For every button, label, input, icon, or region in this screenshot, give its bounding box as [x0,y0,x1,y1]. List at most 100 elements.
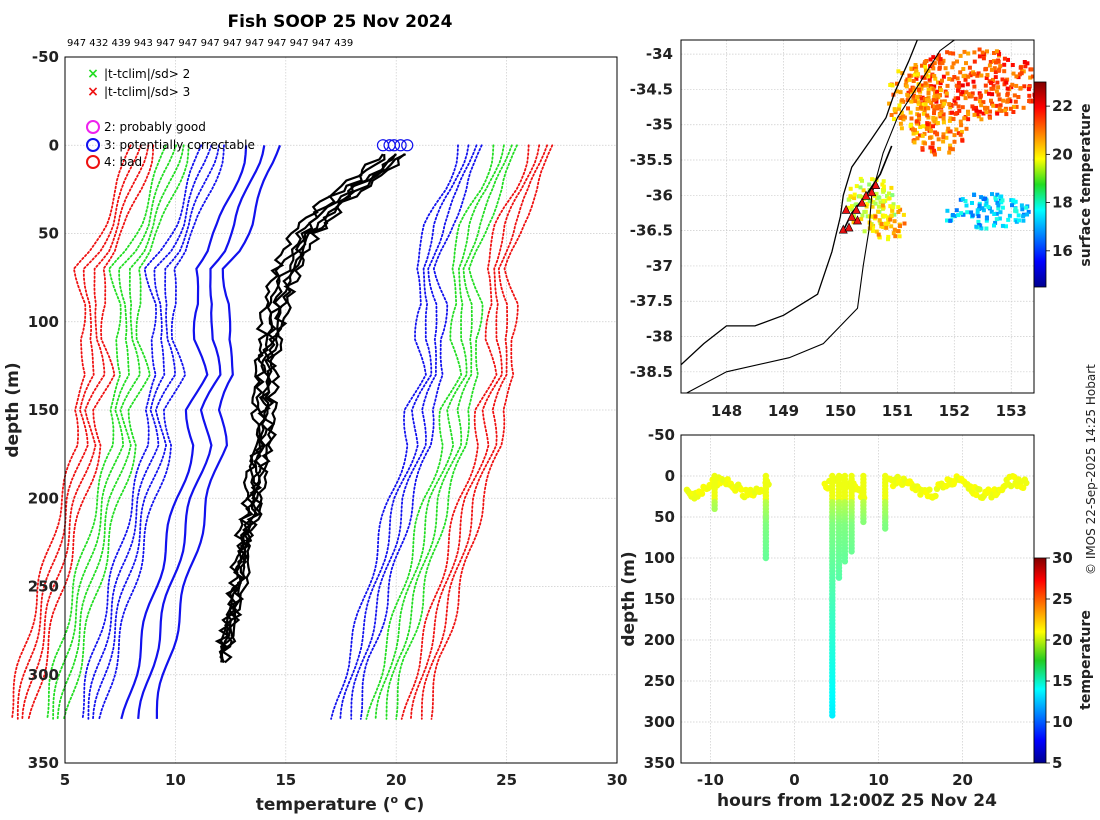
sst-pixel [957,84,962,89]
sst-pixel [996,92,1001,97]
profile-title: Fish SOOP 25 Nov 2024 [228,12,453,32]
sst-pixel [963,77,968,82]
sst-pixel [1002,56,1007,61]
cast-sample [711,505,718,512]
sst-pixel [974,108,979,113]
sst-pixel [981,100,986,105]
sst-pixel [911,131,916,136]
sst-pixel [979,226,984,231]
profile-xtick-label: 15 [275,771,296,789]
sst-pixel [991,77,995,82]
sst-pixel [932,95,937,100]
map-panel: 148 149 150 151 152 153 -34 -34.5 -35 -35.5 -36 -36… [630,39,1094,420]
sst-pixel [936,137,941,142]
sst-pixel [950,65,955,70]
sst-pixel [909,116,914,121]
sst-pixel [876,195,881,200]
sst-pixel [938,57,943,62]
climatology-red-right [409,144,541,720]
sst-pixel [860,213,865,218]
sst-pixel [942,101,947,106]
sst-pixel [1016,95,1021,99]
sst-pixel [991,84,996,89]
sst-pixel [965,82,970,87]
measured-profile [221,153,406,664]
sst-pixel [970,213,975,218]
sst-pixel [934,131,939,136]
sst-pixel [954,127,959,132]
sst-pixel [989,86,994,91]
profile-xtick-label: 30 [607,771,628,789]
sst-pixel [880,182,885,187]
timeseries-colorbar-tick-label: 20 [1052,631,1073,649]
sst-pixel [901,114,906,119]
sst-pixel [975,211,980,216]
sst-pixel [932,111,936,116]
sst-pixel [951,117,956,121]
sst-pixel [898,116,903,120]
sst-pixel [850,204,854,209]
sst-pixel [975,112,980,117]
sst-pixel [931,98,936,103]
sst-pixel [1000,198,1005,203]
sst-pixel [972,50,977,55]
sst-pixel [860,178,864,183]
sst-pixel [922,75,927,80]
sst-pixel [1010,63,1015,67]
timeseries-colorbar-tick-label: 15 [1052,672,1073,690]
sst-pixel [934,105,939,110]
sst-pixel [1017,218,1021,223]
sst-pixel [966,74,971,79]
sst-pixel [994,89,999,94]
sst-pixel [909,67,914,72]
sst-pixel [1000,223,1005,228]
legend-label-1: |t-tclim|/sd> 2 [104,67,190,81]
sst-pixel [871,214,876,219]
profile-ytick-label: 0 [49,136,59,154]
sst-pixel [981,111,986,116]
sst-pixel [950,77,955,82]
sst-pixel [994,49,999,54]
map-xtick-label: 152 [939,402,970,420]
sst-pixel [938,88,943,93]
profile-xtick-label: 20 [386,771,407,789]
sst-pixel [985,49,989,54]
sst-pixel [936,80,940,85]
climatology-green-right [374,144,505,720]
sst-pixel [995,111,1000,116]
profile-series [11,139,554,720]
profile-ytick-label: 50 [38,225,59,243]
sst-pixel [890,193,895,198]
sst-pixel [918,125,923,129]
sst-pixel [883,221,888,226]
climatology-red-left [11,144,132,720]
sst-pixel [1014,104,1019,109]
sst-pixel [962,49,967,54]
cast-location-triangle [851,204,861,214]
sst-pixel [896,210,901,214]
sst-pixel [867,199,872,204]
climatology-blue-right [330,144,459,720]
sst-pixel [945,218,949,223]
sst-pixel [937,112,942,117]
timeseries-panel: -10 0 10 20 -50 0 50 100 150 200 250 300 350 5 10 15 20… [619,426,1094,811]
sst-pixel [973,96,978,101]
sst-pixel [1008,99,1013,104]
profile-panel: Fish SOOP 25 Nov 2024 947 432 439 943 94… [3,12,627,815]
sst-pixel [911,79,916,83]
sst-pixel [920,63,924,68]
sst-pixel [994,211,999,216]
sst-pixel [900,71,905,76]
sst-pixel [940,61,945,66]
timeseries-ytick-label: -50 [648,426,675,444]
sst-pixel [954,83,959,88]
sst-pixel [923,106,927,111]
sst-pixel [974,224,979,229]
sst-pixel [898,207,903,212]
sst-pixel [1028,75,1033,80]
sst-pixel [905,77,910,82]
sst-pixel [934,93,939,98]
sst-pixel [937,146,942,151]
sst-pixel [947,118,952,123]
